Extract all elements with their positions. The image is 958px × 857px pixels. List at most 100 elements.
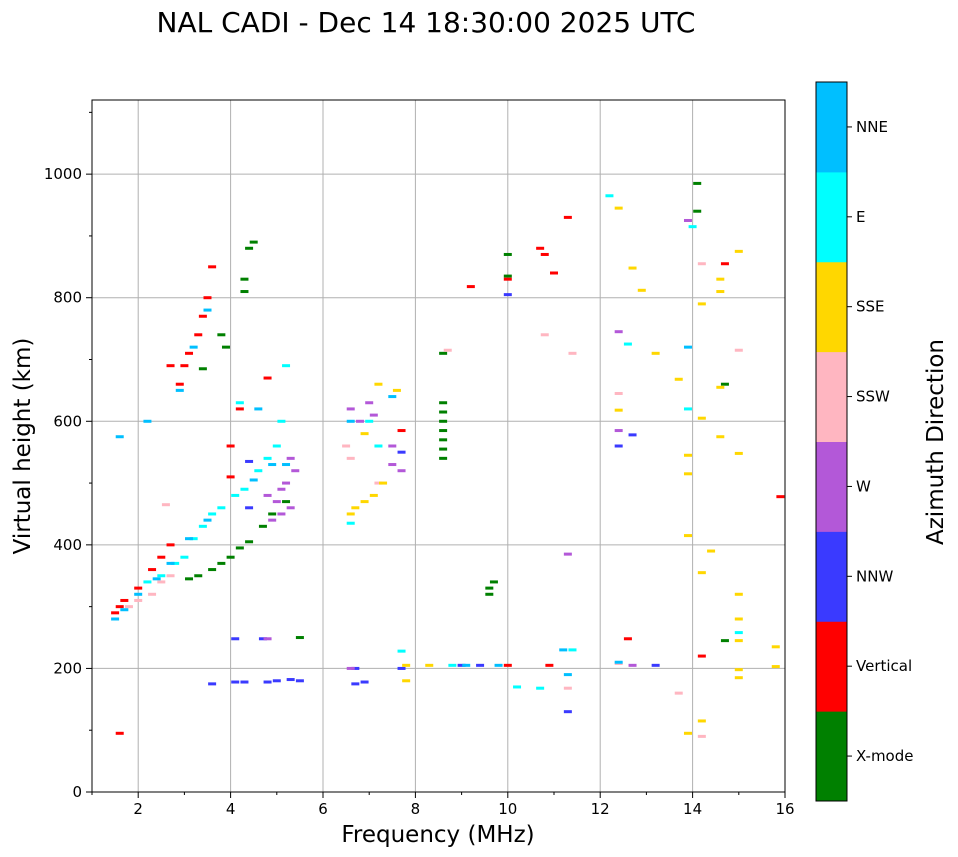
echo-point — [346, 521, 355, 525]
echo-point — [397, 450, 406, 454]
echo-point — [734, 631, 743, 635]
echo-point — [171, 561, 180, 565]
echo-point — [707, 549, 716, 553]
echo-point — [198, 367, 207, 371]
echo-point — [563, 552, 572, 556]
echo-point — [392, 388, 401, 392]
echo-point — [734, 249, 743, 253]
echo-point — [568, 351, 577, 355]
echo-point — [351, 666, 360, 670]
echo-point — [282, 481, 291, 485]
echo-point — [513, 685, 522, 689]
echo-point — [439, 438, 448, 442]
echo-point — [734, 639, 743, 643]
x-tick-label: 4 — [226, 800, 236, 818]
echo-point — [379, 481, 388, 485]
echo-point — [448, 663, 457, 667]
echo-point — [342, 444, 351, 448]
echo-point — [240, 277, 249, 281]
colorbar-segment — [816, 351, 847, 442]
echo-point — [568, 648, 577, 652]
y-tick-label: 800 — [53, 289, 82, 307]
x-tick-label: 12 — [591, 800, 610, 818]
echo-point — [369, 413, 378, 417]
echo-point — [360, 432, 369, 436]
echo-point — [734, 668, 743, 672]
plot-area — [91, 99, 786, 793]
echo-point — [235, 407, 244, 411]
echo-point — [503, 252, 512, 256]
echo-point — [203, 518, 212, 522]
echo-point — [614, 444, 623, 448]
echo-point — [240, 487, 249, 491]
echo-point — [397, 666, 406, 670]
echo-point — [203, 308, 212, 312]
echo-point — [425, 663, 434, 667]
echo-point — [148, 592, 157, 596]
echo-point — [503, 293, 512, 297]
echo-point — [697, 416, 706, 420]
echo-point — [683, 218, 692, 222]
echo-point — [346, 456, 355, 460]
echo-point — [683, 453, 692, 457]
echo-point — [439, 429, 448, 433]
echo-point — [226, 444, 235, 448]
echo-point — [258, 524, 267, 528]
echo-point — [439, 419, 448, 423]
colorbar-tick-label: NNE — [856, 118, 888, 136]
echo-point — [180, 555, 189, 559]
echo-point — [263, 456, 272, 460]
echo-point — [734, 592, 743, 596]
echo-point — [208, 265, 217, 269]
echo-point — [716, 290, 725, 294]
echo-point — [208, 682, 217, 686]
echo-point — [623, 342, 632, 346]
echo-point — [277, 487, 286, 491]
echo-point — [263, 376, 272, 380]
echo-point — [734, 676, 743, 680]
echo-point — [235, 401, 244, 405]
echo-point — [240, 680, 249, 684]
echo-point — [374, 444, 383, 448]
echo-point — [115, 435, 124, 439]
echo-point — [245, 506, 254, 510]
echo-point — [235, 546, 244, 550]
colorbar-segment — [816, 171, 847, 263]
echo-point — [771, 665, 780, 669]
echo-point — [208, 512, 217, 516]
echo-point — [194, 574, 203, 578]
echo-point — [439, 456, 448, 460]
echo-point — [286, 678, 295, 682]
echo-point — [258, 637, 267, 641]
echo-point — [221, 345, 230, 349]
echo-point — [231, 493, 240, 497]
echo-point — [637, 288, 646, 292]
echo-point — [272, 500, 281, 504]
echo-point — [143, 580, 152, 584]
echo-point — [503, 663, 512, 667]
x-tick-label: 10 — [498, 800, 517, 818]
echo-point — [111, 611, 120, 615]
echo-point — [161, 503, 170, 507]
echo-point — [282, 364, 291, 368]
echo-point — [263, 680, 272, 684]
echo-point — [771, 645, 780, 649]
echo-point — [351, 506, 360, 510]
x-tick-label: 16 — [775, 800, 794, 818]
echo-point — [683, 407, 692, 411]
echo-point — [697, 571, 706, 575]
echo-point — [462, 663, 471, 667]
y-tick-label: 0 — [72, 783, 82, 801]
echo-point — [295, 636, 304, 640]
colorbar-tick-label: E — [856, 208, 865, 226]
echo-point — [365, 401, 374, 405]
echo-point — [351, 682, 360, 686]
echo-point — [693, 181, 702, 185]
echo-point — [439, 351, 448, 355]
colorbar-segment — [816, 82, 847, 173]
echo-point — [249, 240, 258, 244]
echo-point — [697, 734, 706, 738]
echo-point — [249, 478, 258, 482]
echo-point — [559, 648, 568, 652]
